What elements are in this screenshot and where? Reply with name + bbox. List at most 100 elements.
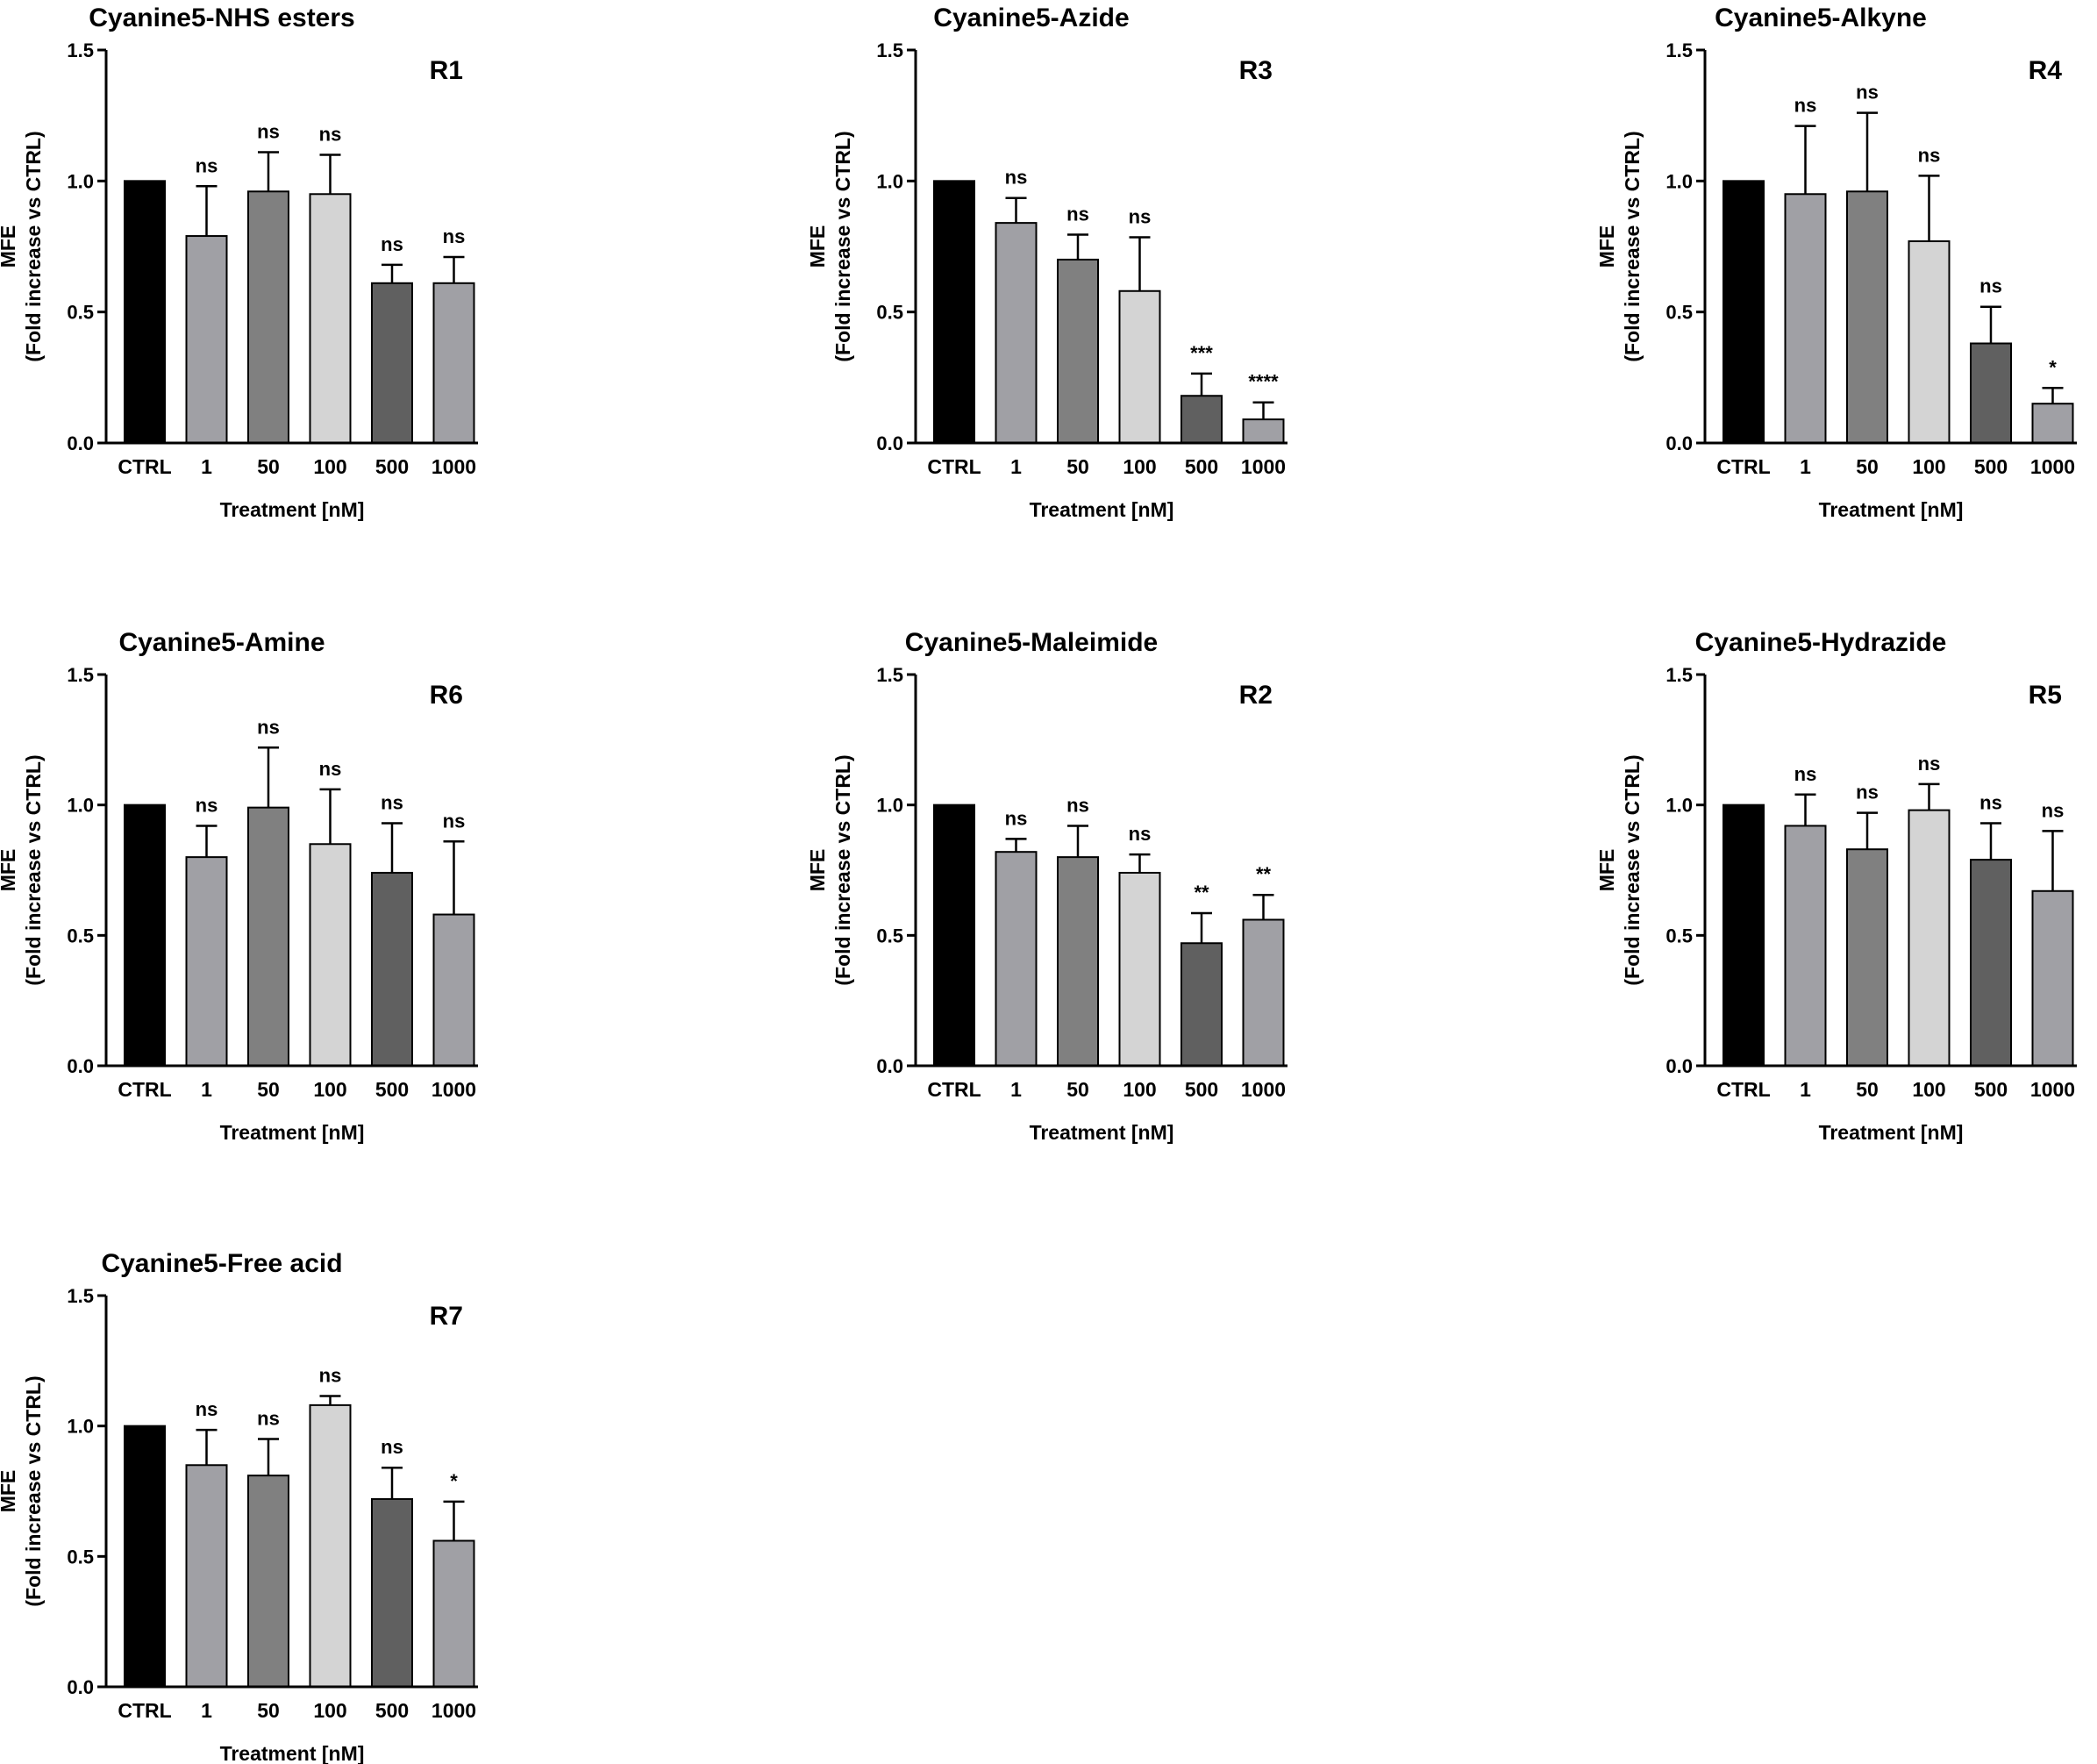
y-tick-label: 0.5 [67, 1546, 94, 1568]
bar-500 [1180, 942, 1223, 1067]
panel-id: R4 [2029, 56, 2063, 85]
y-tick-label: 1.5 [1665, 664, 1693, 686]
category-label: 100 [1123, 1078, 1156, 1101]
y-tick-label: 0.0 [67, 432, 94, 454]
significance-label: ns [443, 225, 466, 247]
y-tick-label: 0.5 [67, 925, 94, 946]
x-axis-label: Treatment [nM] [1819, 498, 1964, 521]
category-label: 1 [1800, 455, 1811, 478]
chart-panel-r2: Cyanine5-Maleimide R2 MFE (Fold increase vs… [806, 628, 1287, 1144]
significance-label: ns [1979, 275, 2002, 297]
chart-panel-r5: Cyanine5-Hydrazide R5 MFE (Fold increase vs… [1595, 628, 2077, 1144]
bar-500 [1970, 342, 2012, 444]
significance-label: ** [1194, 882, 1209, 903]
panel-id: R2 [1239, 681, 1273, 710]
category-label: 1000 [1241, 1078, 1286, 1101]
y-tick-label: 0.0 [1665, 432, 1693, 454]
significance-label: ns [1005, 167, 1028, 189]
y-axis-label-line2: (Fold increase vs CTRL) [1621, 131, 1644, 361]
y-axis-label-line2: (Fold increase vs CTRL) [831, 131, 854, 361]
bar-100 [1118, 871, 1161, 1067]
x-axis-label: Treatment [nM] [1030, 1121, 1174, 1144]
category-label: CTRL [118, 1699, 171, 1722]
y-tick-label: 1.5 [67, 664, 94, 686]
bar-500 [1970, 859, 2012, 1068]
category-label: 100 [313, 1078, 346, 1101]
y-axis-label-line1: MFE [1595, 225, 1618, 268]
significance-label: ns [1129, 206, 1152, 228]
category-label: 1 [201, 1078, 212, 1101]
panel-id: R5 [2029, 681, 2062, 710]
bar-ctrl [1723, 180, 1765, 444]
significance-label: ns [381, 1436, 403, 1458]
significance-label: ns [319, 123, 342, 145]
bar-1000 [432, 913, 475, 1067]
category-label: CTRL [118, 1078, 171, 1101]
significance-label: * [2049, 356, 2057, 378]
bar-100 [1908, 240, 1951, 444]
chart-panel-r3: Cyanine5-Azide R3 MFE (Fold increase vs CTR… [806, 4, 1287, 521]
bar-ctrl [124, 1425, 166, 1688]
bar-50 [1846, 848, 1888, 1067]
category-label: 100 [313, 1699, 346, 1722]
y-tick-label: 0.0 [876, 432, 903, 454]
panel-id: R1 [430, 56, 463, 85]
bar-1 [185, 235, 228, 445]
category-label: 1000 [432, 1699, 476, 1722]
y-tick-label: 0.5 [1665, 302, 1693, 324]
y-axis-label-line2: (Fold increase vs CTRL) [22, 754, 45, 985]
y-axis-label-line1: MFE [1595, 849, 1618, 892]
significance-label: ns [2042, 799, 2065, 821]
panel-id: R6 [430, 681, 463, 710]
chart-panel-r4: Cyanine5-Alkyne R4 MFE (Fold increase vs CT… [1595, 4, 2077, 521]
y-axis-label-line2: (Fold increase vs CTRL) [831, 754, 854, 985]
bar-1000 [1242, 418, 1285, 444]
chart-panel-r7: Cyanine5-Free acid R7 MFE (Fold increase vs… [0, 1249, 478, 1764]
bar-50 [247, 1475, 289, 1689]
bar-1 [185, 1464, 228, 1689]
category-label: 50 [257, 1699, 280, 1722]
category-label: 1000 [432, 455, 476, 478]
chart-panel-r6: Cyanine5-Amine R6 MFE (Fold increase vs CTR… [0, 628, 478, 1144]
chart-title: Cyanine5-Azide [933, 4, 1129, 32]
significance-label: *** [1190, 342, 1213, 364]
significance-label: **** [1248, 371, 1279, 393]
bar-500 [371, 1497, 413, 1689]
bar-50 [247, 806, 289, 1067]
category-label: 50 [1066, 1078, 1089, 1101]
category-label: 500 [375, 455, 409, 478]
category-label: 50 [1856, 455, 1879, 478]
bar-1000 [1242, 918, 1285, 1067]
category-label: 1 [1800, 1078, 1811, 1101]
significance-label: ns [1794, 763, 1817, 785]
category-label: 500 [1185, 1078, 1218, 1101]
chart-title: Cyanine5-Alkyne [1715, 4, 1927, 32]
significance-label: ns [1856, 82, 1879, 104]
y-tick-label: 0.0 [876, 1055, 903, 1077]
category-label: CTRL [1716, 455, 1770, 478]
category-label: 100 [1123, 455, 1156, 478]
bar-1000 [432, 1539, 475, 1688]
y-axis-label-line1: MFE [806, 849, 829, 892]
significance-label: ns [257, 120, 280, 142]
significance-label: ns [196, 154, 218, 176]
category-label: 500 [375, 1699, 409, 1722]
category-label: 500 [1185, 455, 1218, 478]
y-tick-label: 0.0 [67, 1055, 94, 1077]
y-tick-label: 1.5 [876, 664, 903, 686]
x-axis-label: Treatment [nM] [220, 498, 365, 521]
significance-label: ns [1066, 204, 1089, 225]
bar-1 [1784, 193, 1827, 444]
bar-1000 [432, 282, 475, 444]
bar-ctrl [124, 180, 166, 444]
y-tick-label: 1.5 [67, 1285, 94, 1307]
y-tick-label: 1.0 [67, 1416, 94, 1438]
bar-1000 [2031, 403, 2074, 445]
bar-1 [1784, 825, 1827, 1067]
significance-label: ns [381, 233, 403, 255]
category-label: 500 [375, 1078, 409, 1101]
significance-label: ns [257, 716, 280, 738]
category-label: 1 [1010, 1078, 1022, 1101]
category-label: 500 [1974, 1078, 2008, 1101]
